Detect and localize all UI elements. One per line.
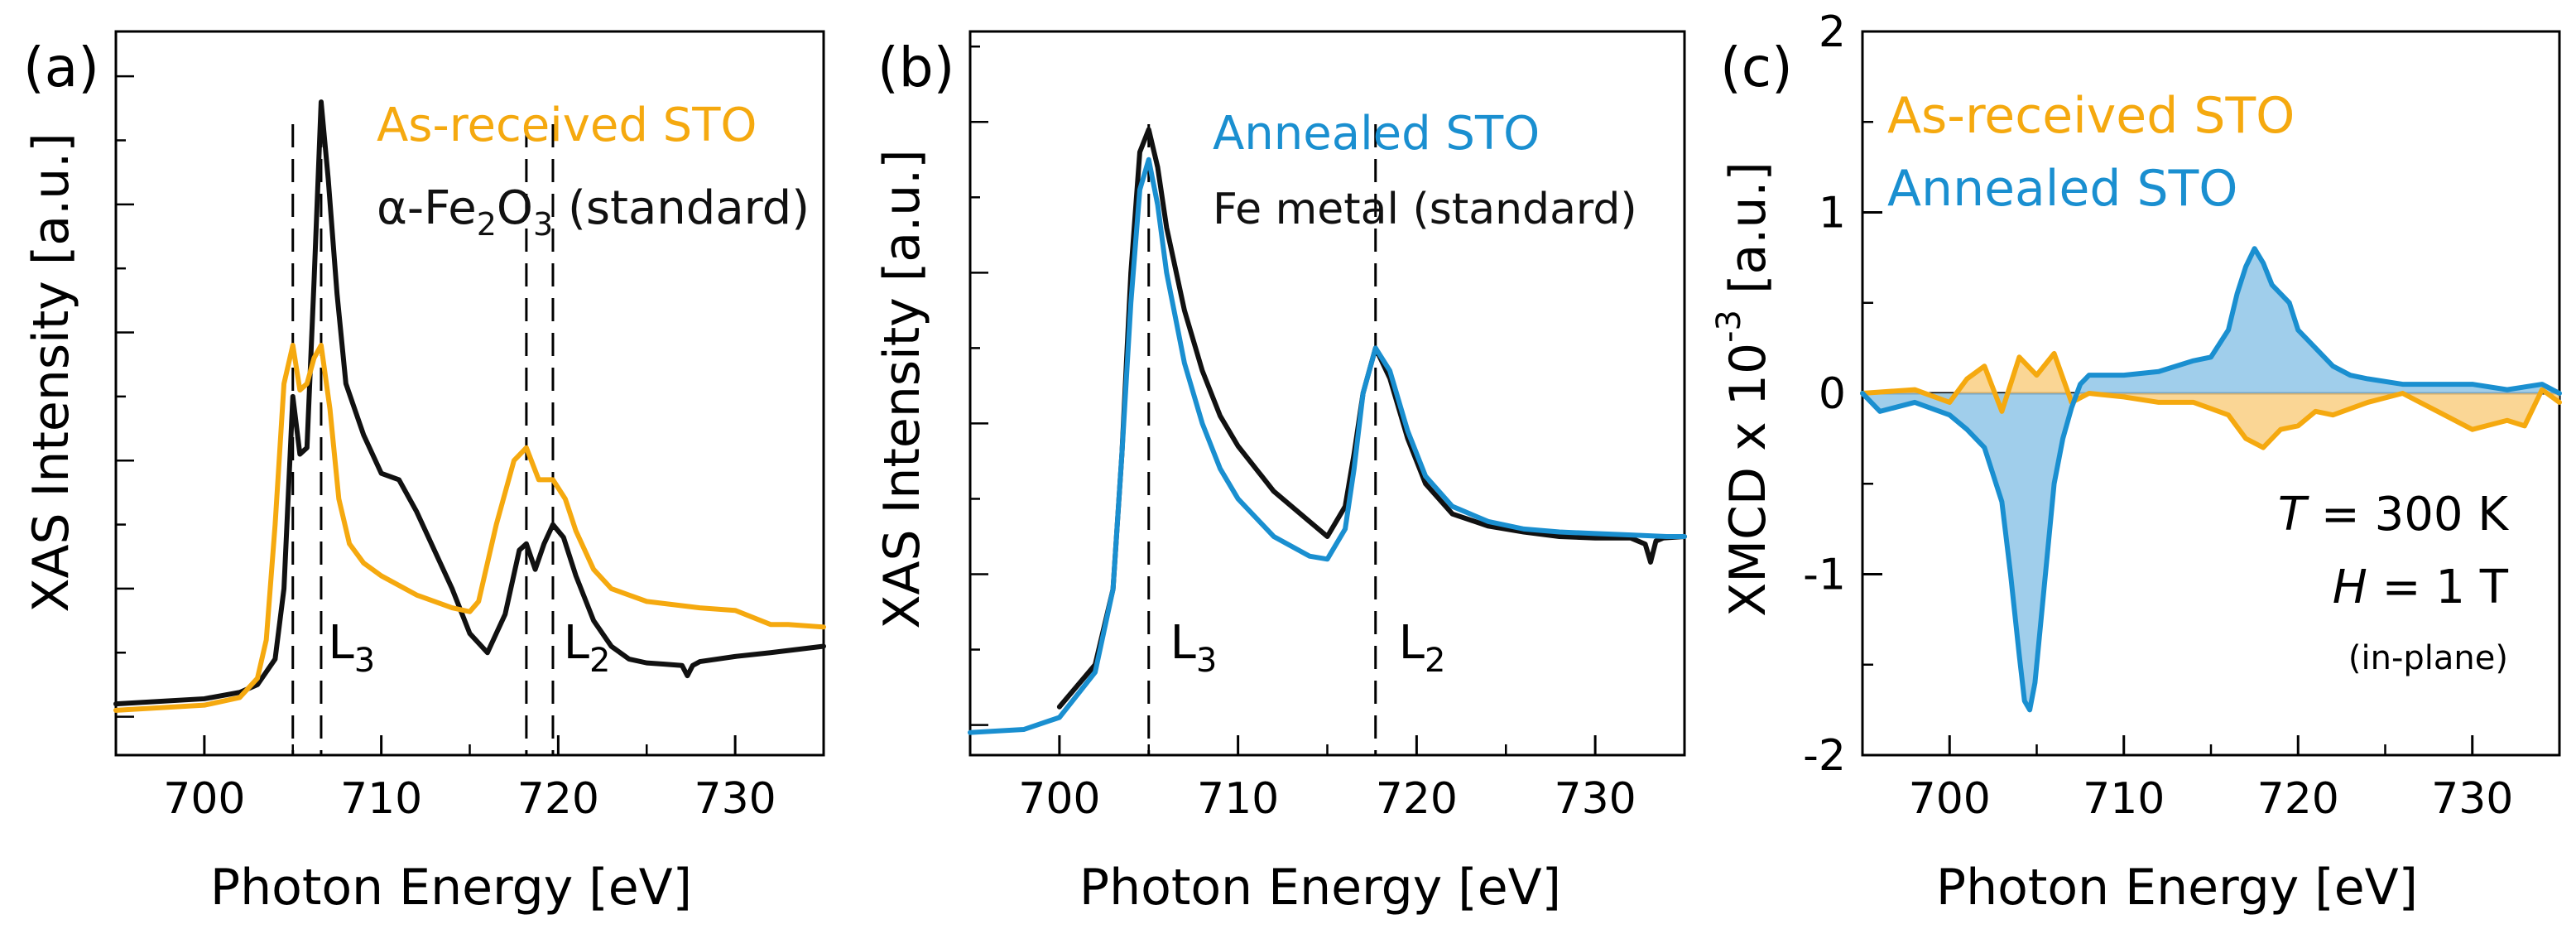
edge-label-main: L (1170, 616, 1196, 670)
x-tick-label-b-730: 730 (1554, 774, 1636, 824)
annotation-temperature: T = 300 K (2278, 488, 2509, 542)
x-tick-label-b-720: 720 (1376, 774, 1458, 824)
x-tick-label-a-710: 710 (340, 774, 422, 824)
series-line-c-0 (1860, 350, 2562, 450)
series-line-c-1 (1860, 246, 2562, 713)
x-tick-label-a-720: 720 (517, 774, 599, 824)
series-line-b-0 (1056, 127, 1687, 710)
y-axis-label-c-exponent: -3 (1710, 310, 1748, 343)
legend-a-hematite-sub2: 3 (533, 206, 553, 243)
edge-label-main: L (1399, 616, 1425, 670)
annotation-geometry: (in-plane) (2348, 639, 2508, 677)
annotation-field-symbol: H (2333, 561, 2367, 614)
panel-label-c: (c) (1720, 36, 1793, 99)
legend-b-annealed: Annealed STO (1213, 107, 1540, 161)
y-axis-label-c: XMCD x 10-3 [a.u.] (1710, 161, 1777, 617)
y-tick-label-c-0: 0 (1819, 369, 1846, 419)
y-axis-label-c-part1: XMCD x 10 (1719, 343, 1777, 617)
panel-label-a: (a) (23, 36, 99, 99)
edge-label-b-0: L3 (1170, 616, 1218, 680)
x-tick-label-a-700: 700 (163, 774, 245, 824)
legend-a-hematite-part3: (standard) (553, 181, 810, 235)
legend-c-annealed: Annealed STO (1887, 160, 2238, 218)
legend-a-hematite-sub1: 2 (477, 206, 497, 243)
edge-label-main: L (329, 616, 354, 670)
y-tick-label-c--2: -2 (1803, 731, 1846, 781)
legend-a-hematite-part2: O (497, 181, 533, 235)
x-tick-label-b-700: 700 (1018, 774, 1100, 824)
annotation-temperature-value: = 300 K (2306, 488, 2509, 542)
x-tick-label-c-710: 710 (2083, 774, 2165, 824)
legend-a-as-received: As-received STO (377, 99, 757, 152)
x-axis-label-a: Photon Energy [eV] (210, 859, 692, 917)
annotation-field: H = 1 T (2333, 561, 2509, 614)
edge-label-a-0: L3 (329, 616, 376, 680)
legend-a-hematite: α-Fe2O3 (standard) (377, 181, 810, 243)
edge-label-sub: 2 (589, 642, 610, 680)
y-tick-label-c--1: -1 (1803, 551, 1846, 600)
series-line-a-0 (113, 99, 826, 707)
plot-area-c: 700 710 720 730 -2 -1 0 1 2 (1803, 7, 2562, 824)
x-tick-label-a-730: 730 (694, 774, 776, 824)
series-line-a-1 (113, 342, 826, 713)
x-tick-label-c-730: 730 (2431, 774, 2513, 824)
edge-label-sub: 2 (1425, 642, 1445, 680)
y-tick-label-c-1: 1 (1819, 189, 1846, 238)
series-fill-c-1 (1862, 248, 2559, 710)
x-tick-label-c-700: 700 (1909, 774, 1991, 824)
legend-a-hematite-part1: α-Fe (377, 181, 477, 235)
legend-c-as-received: As-received STO (1887, 87, 2295, 145)
edge-label-sub: 3 (354, 642, 375, 680)
y-axis-label-a: XAS Intensity [a.u.] (22, 132, 80, 612)
x-axis-label-c: Photon Energy [eV] (1936, 859, 2418, 917)
edge-label-a-1: L2 (564, 616, 611, 680)
edge-label-main: L (564, 616, 589, 670)
annotation-temperature-symbol: T (2278, 488, 2309, 542)
legend-b-fe-metal: Fe metal (standard) (1213, 185, 1637, 234)
series-line-b-1 (968, 156, 1687, 735)
edge-label-sub: 3 (1196, 642, 1217, 680)
x-tick-label-c-720: 720 (2257, 774, 2339, 824)
x-tick-label-b-710: 710 (1197, 774, 1279, 824)
annotation-field-value: = 1 T (2367, 561, 2509, 614)
y-tick-label-c-2: 2 (1819, 7, 1846, 57)
edge-label-b-1: L2 (1399, 616, 1446, 680)
panel-c: (c) 700 710 720 730 -2 -1 0 1 2 Photon Energy [e… (1710, 7, 2562, 917)
y-axis-label-c-part2: [a.u.] (1719, 161, 1777, 310)
x-axis-label-b: Photon Energy [eV] (1079, 859, 1561, 917)
y-axis-label-b: XAS Intensity [a.u.] (873, 149, 931, 628)
panel-label-b: (b) (877, 36, 954, 99)
